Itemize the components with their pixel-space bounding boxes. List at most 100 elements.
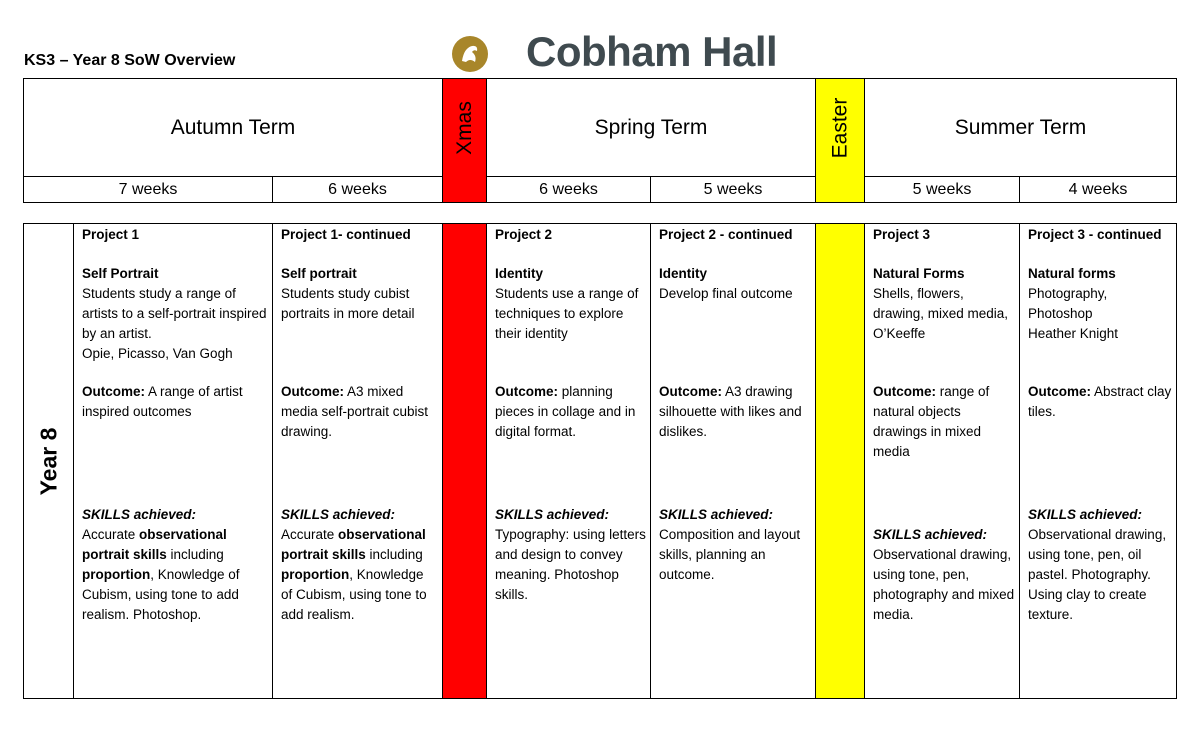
text-run: planning pieces in collage and in digita… bbox=[495, 384, 636, 439]
term-header: Autumn Term bbox=[23, 78, 443, 177]
project-head: Project 2 - continued bbox=[659, 225, 811, 245]
text-run: Outcome: bbox=[659, 384, 723, 399]
break-label-wrap: Easter bbox=[816, 79, 864, 177]
break-header: Easter bbox=[815, 78, 865, 203]
text-run: Observational drawing, using tone, pen, … bbox=[873, 547, 1015, 622]
project-cell: Project 2 Identity Students use a range of… bbox=[486, 223, 651, 699]
skills-text: Accurate observational portrait skills i… bbox=[82, 525, 268, 625]
project-title: Natural Forms bbox=[873, 266, 965, 281]
skills: SKILLS achieved: Accurate observational p… bbox=[281, 505, 438, 625]
outcome: Outcome: range of natural objects drawin… bbox=[873, 382, 1015, 462]
description: Shells, flowers, drawing, mixed media, O… bbox=[873, 286, 1009, 341]
weeks-label: 5 weeks bbox=[912, 180, 972, 198]
project-title: Identity bbox=[659, 266, 708, 281]
text-run: Composition and layout skills, planning … bbox=[659, 527, 801, 582]
year-label: Year 8 bbox=[35, 427, 62, 495]
text-run: A3 mixed media self-portrait cubist draw… bbox=[281, 384, 429, 439]
break-label-wrap: Xmas bbox=[443, 79, 486, 177]
text-run: Outcome: bbox=[281, 384, 345, 399]
description: Students study a range of artists to a s… bbox=[82, 286, 267, 341]
school-name: Cobham Hall bbox=[526, 28, 778, 75]
project-title: Identity bbox=[495, 266, 544, 281]
text-run: including bbox=[365, 547, 423, 562]
text-run: range of natural objects drawings in mix… bbox=[873, 384, 990, 459]
text-run: Typography: using letters and design to … bbox=[495, 527, 646, 602]
skills: SKILLS achieved: Accurate observational p… bbox=[82, 505, 268, 625]
weeks-label: 4 weeks bbox=[1068, 180, 1128, 198]
text-run: Accurate bbox=[281, 527, 339, 542]
text-run: proportion bbox=[82, 567, 151, 582]
term-name: Summer Term bbox=[954, 115, 1087, 139]
skills-label: SKILLS achieved: bbox=[873, 527, 988, 542]
project-name: Project 1- continued bbox=[281, 227, 411, 242]
project-title: Self Portrait bbox=[82, 266, 159, 281]
project-head: Project 3 - continued bbox=[1028, 225, 1172, 245]
term-header: Spring Term bbox=[486, 78, 816, 177]
skills-label: SKILLS achieved: bbox=[659, 507, 774, 522]
skills: SKILLS achieved: Observational drawing, u… bbox=[1028, 505, 1172, 625]
term-name: Autumn Term bbox=[170, 115, 296, 139]
weeks-label: 7 weeks bbox=[118, 180, 178, 198]
project-cell: Project 2 - continued Identity Develop fin… bbox=[650, 223, 816, 699]
skills-text: Composition and layout skills, planning … bbox=[659, 525, 811, 585]
text-run: Abstract clay tiles. bbox=[1028, 384, 1172, 419]
outcome: Outcome: Abstract clay tiles. bbox=[1028, 382, 1172, 422]
weeks-label: 6 weeks bbox=[539, 180, 598, 198]
break-column bbox=[442, 223, 487, 699]
text-run: Outcome: bbox=[1028, 384, 1092, 399]
break-label: Xmas bbox=[452, 101, 476, 155]
skills: SKILLS achieved: Typography: using letter… bbox=[495, 505, 646, 605]
project-title: Natural forms bbox=[1028, 266, 1116, 281]
project-head: Project 1- continued bbox=[281, 225, 438, 245]
text-run: A range of artist inspired outcomes bbox=[82, 384, 243, 419]
text-run: Outcome: bbox=[82, 384, 146, 399]
project-head: Project 1 bbox=[82, 225, 268, 245]
term-header: Summer Term bbox=[864, 78, 1177, 177]
skills-text: Observational drawing, using tone, pen, … bbox=[873, 545, 1015, 625]
skills-label: SKILLS achieved: bbox=[1028, 507, 1143, 522]
project-name: Project 2 bbox=[495, 227, 553, 242]
description: Photography, bbox=[1028, 286, 1108, 301]
weeks-label: 6 weeks bbox=[328, 180, 387, 198]
weeks-label: 5 weeks bbox=[703, 180, 763, 198]
weeks-cell: 7 weeks bbox=[23, 176, 273, 203]
weeks-cell: 5 weeks bbox=[864, 176, 1020, 203]
skills-text: Typography: using letters and design to … bbox=[495, 525, 646, 605]
project-body: Self Portrait Students study a range of a… bbox=[82, 264, 268, 364]
text-run: Outcome: bbox=[873, 384, 937, 399]
description: Students use a range of techniques to ex… bbox=[495, 286, 639, 341]
weeks-cell: 5 weeks bbox=[650, 176, 816, 203]
project-head: Project 3 bbox=[873, 225, 1015, 245]
text-run: , Knowledge of Cubism, using tone to add… bbox=[82, 567, 240, 622]
text-run: Accurate bbox=[82, 527, 140, 542]
skills-label: SKILLS achieved: bbox=[82, 507, 197, 522]
break-label: Easter bbox=[828, 97, 852, 159]
skills: SKILLS achieved: Observational drawing, u… bbox=[873, 525, 1015, 625]
project-name: Project 3 - continued bbox=[1028, 227, 1162, 242]
description: Students study cubist portraits in more … bbox=[281, 286, 415, 321]
project-title: Self portrait bbox=[281, 266, 357, 281]
project-cell: Project 1 Self Portrait Students study a r… bbox=[73, 223, 273, 699]
year-cell: Year 8 bbox=[23, 223, 74, 699]
skills-text: Accurate observational portrait skills i… bbox=[281, 525, 438, 625]
break-header: Xmas bbox=[442, 78, 487, 203]
project-body: Self portrait Students study cubist portr… bbox=[281, 264, 438, 324]
logo bbox=[452, 36, 488, 72]
text-run: including bbox=[166, 547, 224, 562]
text-run: observational portrait skills bbox=[82, 527, 227, 562]
project-name: Project 2 - continued bbox=[659, 227, 793, 242]
outcome: Outcome: A3 drawing silhouette with like… bbox=[659, 382, 811, 442]
project-body: Identity Develop final outcome bbox=[659, 264, 811, 304]
weeks-cell: 6 weeks bbox=[486, 176, 651, 203]
text-run: Observational drawing, using tone, pen, … bbox=[1028, 527, 1167, 622]
project-cell: Project 3 - continued Natural forms Photog… bbox=[1019, 223, 1177, 699]
project-head: Project 2 bbox=[495, 225, 646, 245]
outcome: Outcome: planning pieces in collage and … bbox=[495, 382, 646, 442]
description: Photoshop bbox=[1028, 306, 1093, 321]
weeks-cell: 6 weeks bbox=[272, 176, 443, 203]
project-name: Project 3 bbox=[873, 227, 931, 242]
text-run: observational portrait skills bbox=[281, 527, 426, 562]
skills-label: SKILLS achieved: bbox=[281, 507, 396, 522]
skills-label: SKILLS achieved: bbox=[495, 507, 610, 522]
